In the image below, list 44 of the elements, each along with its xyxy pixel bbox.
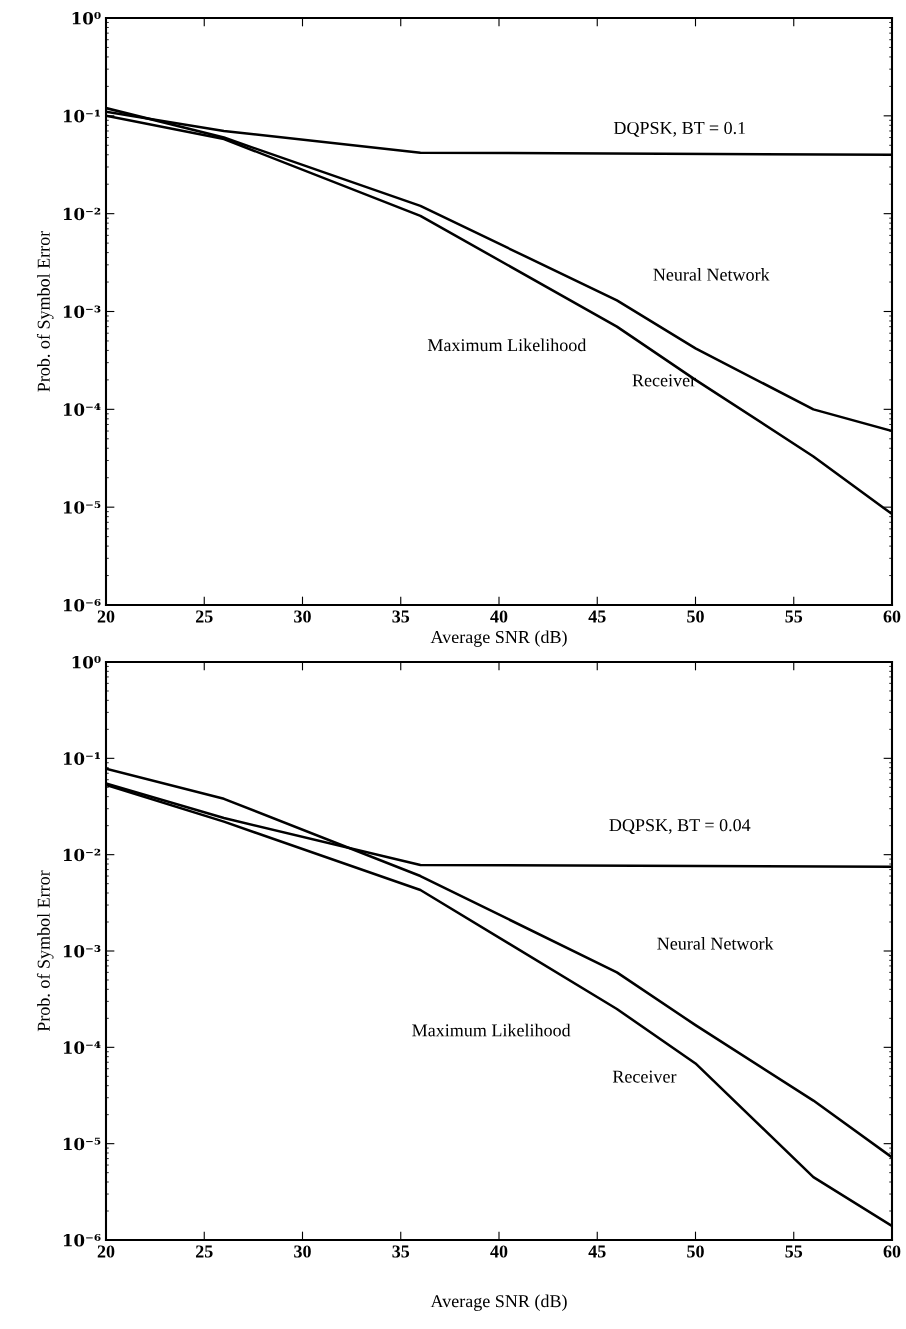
x-tick-label: 30 <box>294 1245 311 1258</box>
y-tick-label: 10⁻⁶ <box>63 1233 101 1247</box>
x-tick-label: 20 <box>97 610 115 623</box>
x-tick-label: 55 <box>785 610 803 623</box>
x-tick-label: 40 <box>490 610 508 623</box>
annotation: DQPSK, BT = 0.04 <box>609 819 751 834</box>
annotation: Neural Network <box>657 937 774 950</box>
y-tick-label: 10⁻⁵ <box>63 1137 101 1151</box>
x-tick-label: 35 <box>392 1245 410 1258</box>
x-tick-label: 60 <box>883 1245 901 1258</box>
y-tick-label: 10⁻³ <box>63 305 101 319</box>
annotation: Maximum Likelihood <box>412 1023 571 1037</box>
y-tick-label: 10⁻³ <box>63 944 101 958</box>
y-tick-label: 10⁰ <box>72 11 101 25</box>
x-tick-label: 45 <box>588 1245 606 1258</box>
y-axis-title: Prob. of Symbol Error <box>36 230 54 392</box>
y-tick-label: 10⁻⁴ <box>63 1041 101 1054</box>
y-tick-label: 10⁻⁶ <box>63 598 101 612</box>
y-tick-label: 10⁻¹ <box>63 109 100 123</box>
annotation: Neural Network <box>653 268 770 281</box>
x-tick-label: 50 <box>687 1245 704 1258</box>
y-tick-label: 10⁻¹ <box>63 752 100 765</box>
x-tick-label: 35 <box>392 610 410 623</box>
y-tick-label: 10⁻² <box>63 207 101 221</box>
y-tick-label: 10⁻⁴ <box>63 403 101 416</box>
y-tick-label: 10⁰ <box>72 655 101 669</box>
x-tick-label: 25 <box>195 1245 213 1258</box>
y-tick-label: 10⁻² <box>63 848 101 862</box>
x-tick-label: 60 <box>883 610 901 623</box>
x-axis-title: Average SNR (dB) <box>430 630 567 647</box>
annotation: DQPSK, BT = 0.1 <box>613 121 746 137</box>
x-tick-label: 20 <box>97 1245 115 1258</box>
x-tick-label: 50 <box>687 610 704 623</box>
x-tick-label: 25 <box>195 610 213 623</box>
x-tick-label: 45 <box>588 610 606 623</box>
x-tick-label: 40 <box>490 1245 508 1258</box>
annotation: Receiver <box>612 1070 677 1083</box>
y-tick-label: 10⁻⁵ <box>63 501 101 514</box>
annotation: Maximum Likelihood <box>427 338 587 352</box>
x-tick-label: 55 <box>785 1245 803 1258</box>
x-axis-title: Average SNR (dB) <box>430 1294 567 1311</box>
annotation: Receiver <box>632 374 696 387</box>
x-tick-label: 30 <box>294 610 311 623</box>
y-axis-title: Prob. of Symbol Error <box>36 870 54 1032</box>
